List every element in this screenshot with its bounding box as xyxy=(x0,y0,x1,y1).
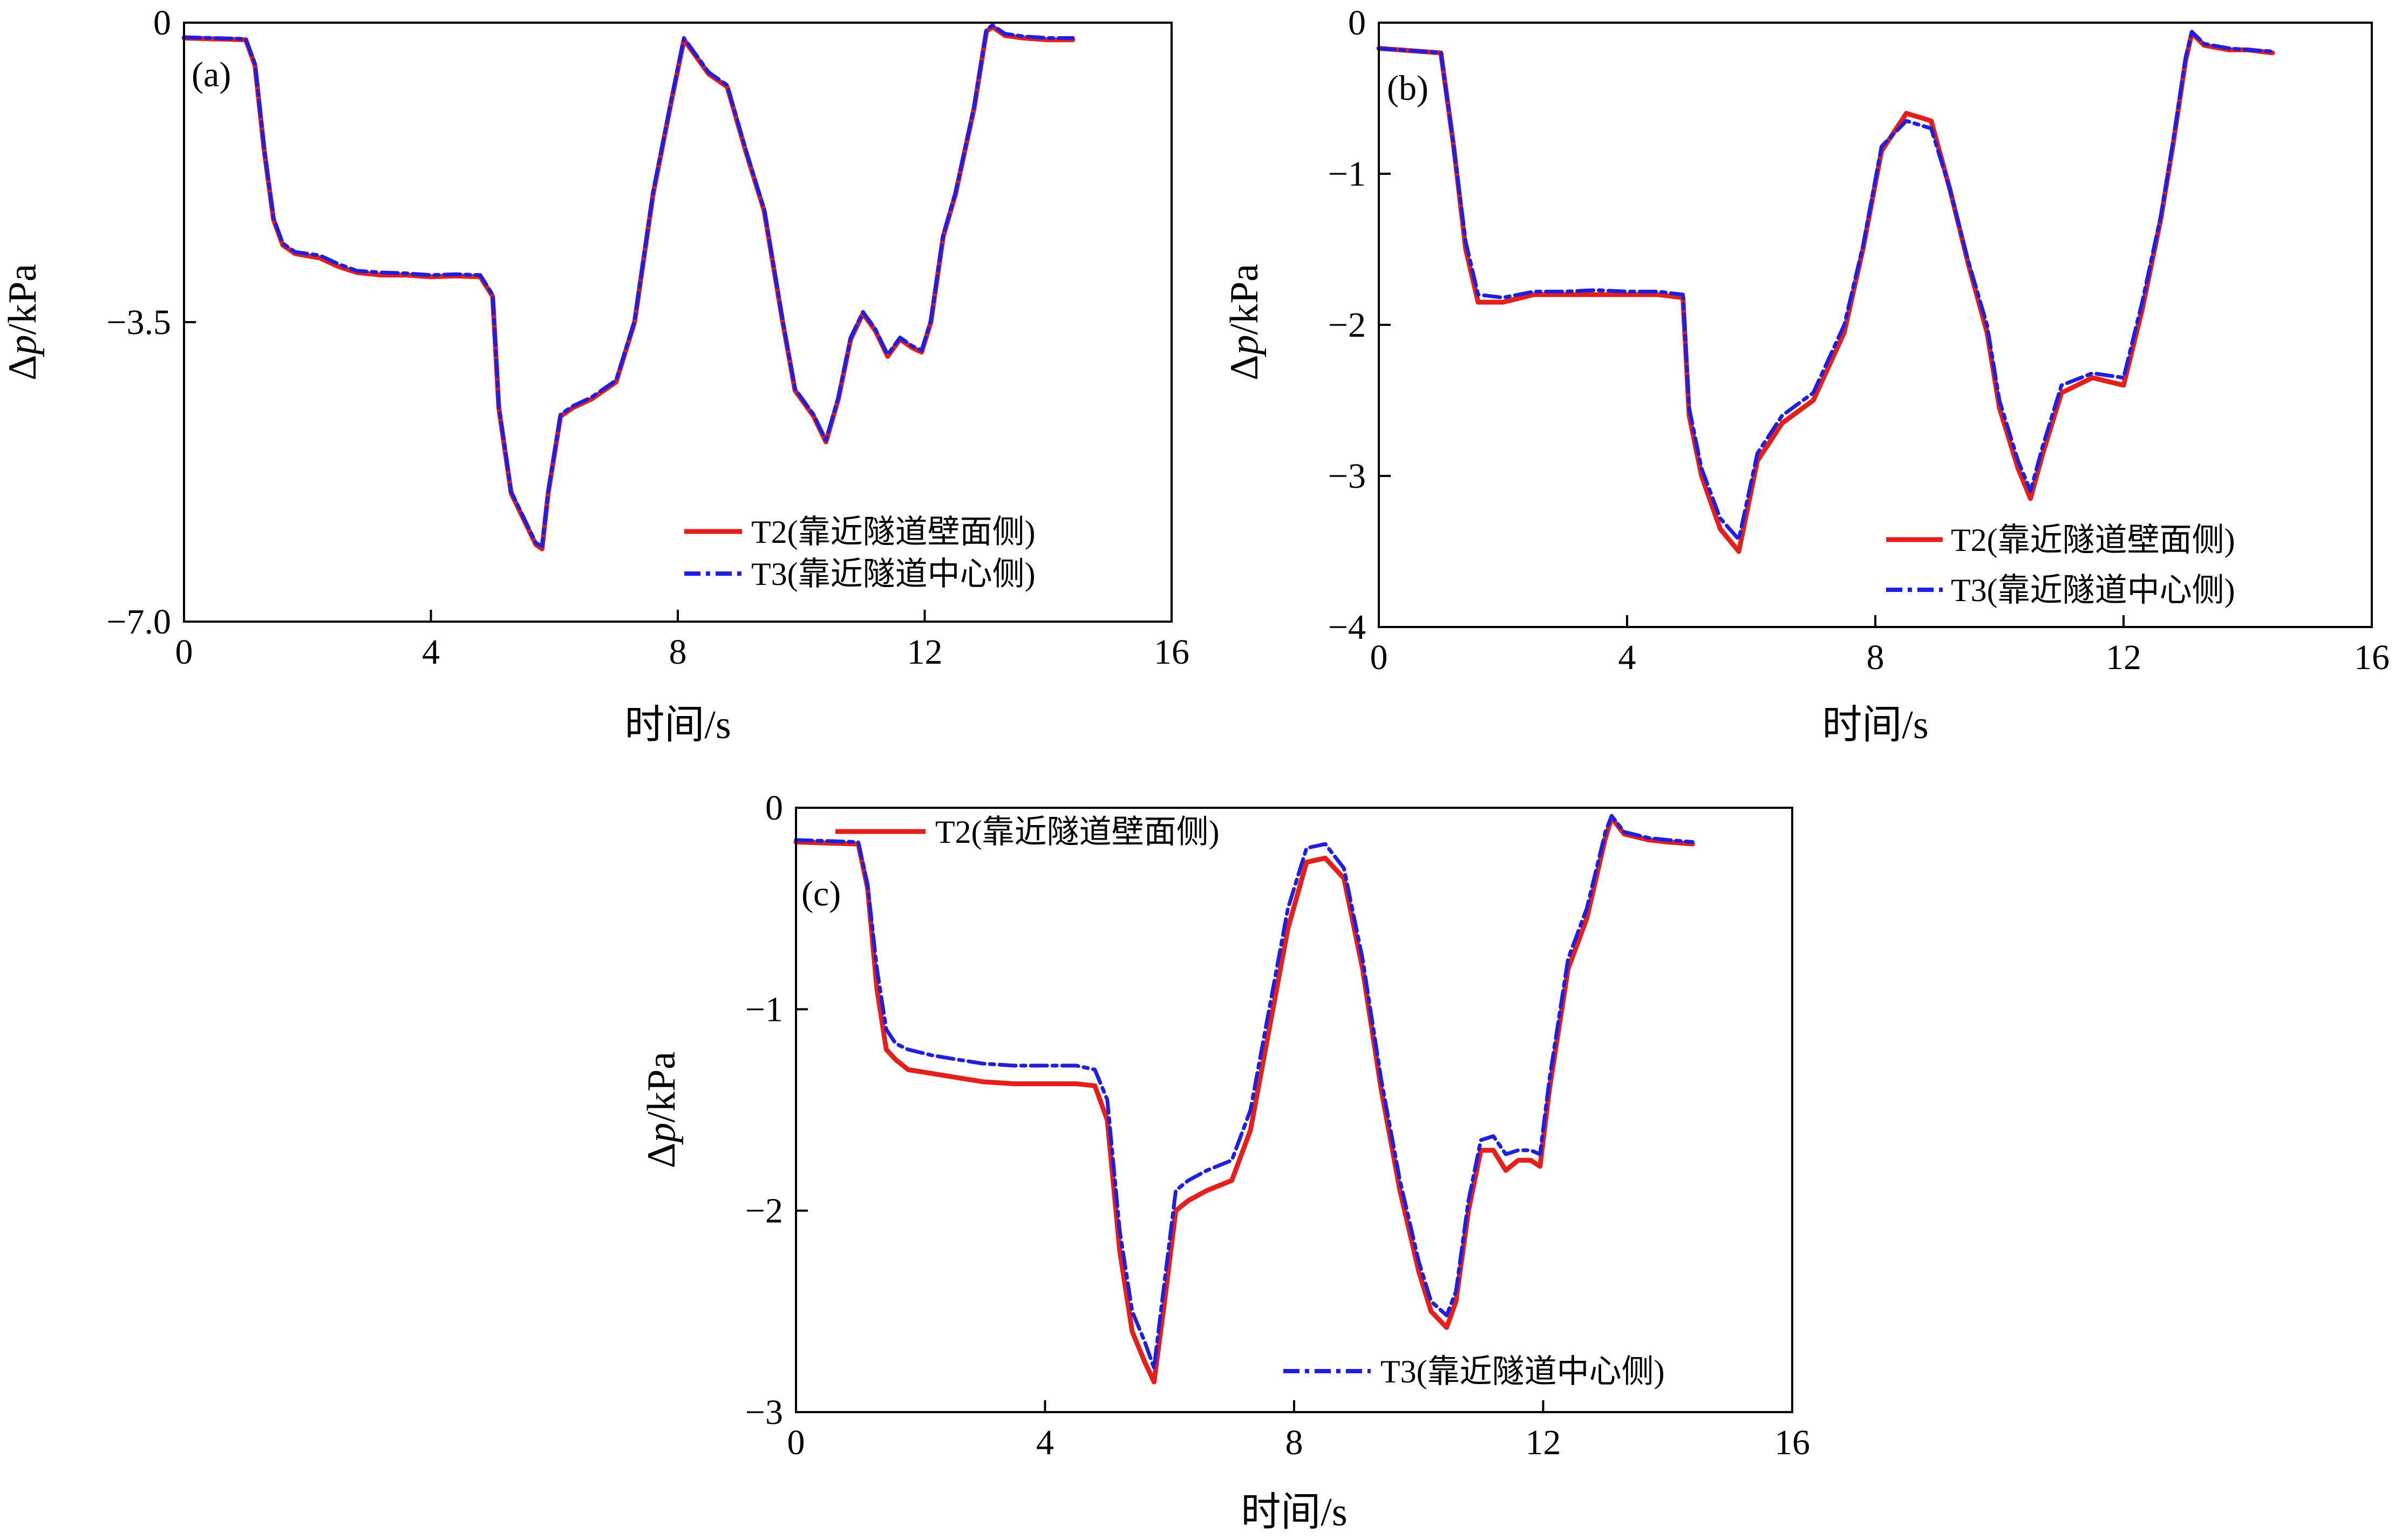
panel-c-legend-t3-group: T3(靠近隧道中心侧) xyxy=(1283,1354,1665,1389)
panel-a-ylabel-var: p xyxy=(1,335,45,357)
panel-c-yticks: 0 −1 −2 −3 xyxy=(745,788,808,1432)
panel-a-series-t3 xyxy=(182,23,1075,548)
panel-c-xtick-label: 4 xyxy=(1036,1423,1054,1462)
panel-b-label: (b) xyxy=(1387,69,1428,108)
panel-b-ytick-label: −4 xyxy=(1328,608,1366,647)
panel-b-ytick-label: −3 xyxy=(1328,456,1366,496)
panel-a-yticks: 0 −3.5 −7.0 xyxy=(106,3,196,642)
panel-a-xtick-label: 16 xyxy=(1154,632,1189,672)
panel-b-xtick-label: 12 xyxy=(2106,638,2141,677)
panel-b-legend-t2: T2(靠近隧道壁面侧) xyxy=(1951,522,2235,558)
panel-a: 0 4 8 12 16 0 −3.5 −7.0 (a) 时间/s Δp/kPa T2(靠近隧… xyxy=(1,3,1189,747)
panel-b-xtick-label: 4 xyxy=(1618,638,1636,677)
panel-b-ylabel-unit: /kPa xyxy=(1222,264,1267,335)
panel-c-xtick-label: 12 xyxy=(1526,1423,1561,1462)
panel-c-xtick-label: 8 xyxy=(1285,1423,1303,1462)
panel-b-series-t3 xyxy=(1377,30,2275,542)
panel-b-ylabel-delta: Δ xyxy=(1222,355,1267,380)
panel-c-series xyxy=(793,814,1695,1385)
panel-a-xtick-label: 0 xyxy=(175,632,193,672)
panel-b-ytick-label: −2 xyxy=(1328,305,1366,345)
panel-c-ytick-label: −3 xyxy=(745,1393,783,1432)
panel-c-ylabel-delta: Δ xyxy=(639,1142,684,1168)
panel-c-ylabel-var: p xyxy=(639,1122,684,1145)
panel-a-legend: T2(靠近隧道壁面侧) T3(靠近隧道中心侧) xyxy=(684,514,1036,592)
panel-b-xtick-label: 0 xyxy=(1370,638,1388,677)
panel-a-label: (a) xyxy=(192,55,231,94)
panel-a-ytick-label: −3.5 xyxy=(106,303,171,342)
panel-b-ylabel-var: p xyxy=(1222,335,1267,357)
panel-b-xlabel: 时间/s xyxy=(1822,703,1928,747)
panel-c-ytick-label: −1 xyxy=(745,990,783,1029)
panel-c-series-t3 xyxy=(794,814,1695,1370)
panel-a-ytick-label: 0 xyxy=(153,3,171,43)
panel-a-xtick-label: 8 xyxy=(669,632,687,672)
panel-c-legend-t2-group: T2(靠近隧道壁面侧) xyxy=(835,814,1220,850)
panel-b-xtick-label: 16 xyxy=(2354,638,2390,677)
panel-a-ytick-label: −7.0 xyxy=(106,602,171,642)
panel-c-label: (c) xyxy=(801,874,841,914)
panel-b-series xyxy=(1376,30,2275,554)
panel-b-xticks: 0 4 8 12 16 xyxy=(1370,615,2390,677)
panel-a-legend-t2: T2(靠近隧道壁面侧) xyxy=(751,514,1036,550)
panel-a-ylabel-unit: /kPa xyxy=(1,264,45,335)
panel-c-xtick-label: 16 xyxy=(1774,1423,1810,1462)
panel-a-series xyxy=(181,23,1076,551)
panel-b-ylabel: Δp/kPa xyxy=(1222,264,1267,380)
panel-b: 0 4 8 12 16 0 −1 −2 −3 −4 (b) 时间/s Δp/kPa T2(靠近隧… xyxy=(1222,3,2390,747)
panel-c-xlabel: 时间/s xyxy=(1241,1490,1347,1535)
panel-a-xlabel: 时间/s xyxy=(624,703,731,747)
panel-b-xtick-label: 8 xyxy=(1867,638,1884,677)
panel-b-ytick-label: −1 xyxy=(1328,154,1366,194)
panel-c-ytick-label: 0 xyxy=(765,788,783,828)
panel-b-legend-t3: T3(靠近隧道中心侧) xyxy=(1951,573,2235,608)
panel-a-xtick-label: 12 xyxy=(907,632,943,672)
panel-a-ylabel-delta: Δ xyxy=(1,355,45,380)
panel-b-legend: T2(靠近隧道壁面侧) T3(靠近隧道中心侧) xyxy=(1886,522,2235,608)
panel-c-ytick-label: −2 xyxy=(745,1191,783,1231)
panel-c-legend-t2: T2(靠近隧道壁面侧) xyxy=(935,814,1220,850)
panel-c-legend-t3: T3(靠近隧道中心侧) xyxy=(1380,1354,1665,1389)
panel-c-xtick-label: 0 xyxy=(787,1423,805,1462)
panel-a-ylabel: Δp/kPa xyxy=(1,264,45,380)
panel-b-ytick-label: 0 xyxy=(1348,3,1366,43)
panel-c-ylabel: Δp/kPa xyxy=(639,1052,684,1168)
panel-c-ylabel-unit: /kPa xyxy=(639,1052,684,1123)
panel-c: 0 4 8 12 16 0 −1 −2 −3 (c) 时间/s Δp/kPa T2(靠近隧道壁… xyxy=(639,788,1810,1535)
panel-c-xticks: 0 4 8 12 16 xyxy=(787,1400,1810,1462)
panel-a-xticks: 0 4 8 12 16 xyxy=(175,610,1189,672)
panel-b-yticks: 0 −1 −2 −3 −4 xyxy=(1328,3,1391,647)
panel-a-xtick-label: 4 xyxy=(422,632,440,672)
panel-a-legend-t3: T3(靠近隧道中心侧) xyxy=(751,556,1036,592)
